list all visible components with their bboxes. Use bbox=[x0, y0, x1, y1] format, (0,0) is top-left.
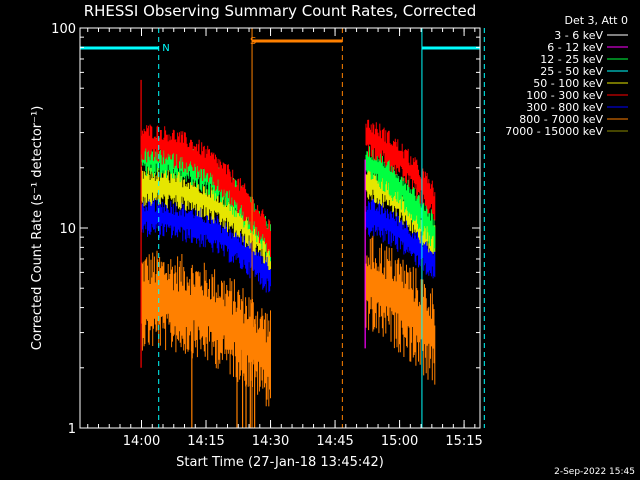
plot-area: NS bbox=[79, 28, 485, 428]
series-800-7000-kev-seg1 bbox=[141, 250, 271, 407]
y-axis-label: Corrected Count Rate (s⁻¹ detector⁻¹) bbox=[30, 106, 45, 351]
annotation-n: N bbox=[162, 43, 169, 54]
axes: 1 10 100 14:00 14:15 14:30 14:45 15:00 15:15 bbox=[51, 22, 483, 449]
x-tick-label: 14:45 bbox=[316, 434, 353, 449]
series-100-300-kev-seg2 bbox=[365, 119, 436, 221]
legend-label: 3 - 6 keV bbox=[554, 29, 603, 42]
timestamp: 2-Sep-2022 15:45 bbox=[554, 467, 635, 477]
legend-label: 7000 - 15000 keV bbox=[505, 125, 603, 138]
y-tick-label: 100 bbox=[51, 22, 76, 37]
legend-label: 25 - 50 keV bbox=[540, 65, 603, 78]
x-tick-label: 14:00 bbox=[123, 434, 160, 449]
y-tick-label: 10 bbox=[59, 222, 76, 237]
series-800-7000-kev-path-seg2 bbox=[365, 235, 436, 385]
series-800-7000-kev-seg2 bbox=[365, 235, 436, 385]
series-12-25-kev-seg2 bbox=[365, 146, 436, 252]
series-800-7000-kev-path-seg1 bbox=[141, 250, 271, 407]
series-12-25-kev-path-seg2 bbox=[365, 146, 436, 252]
x-tick-label: 14:15 bbox=[187, 434, 224, 449]
x-tick-label: 15:00 bbox=[381, 434, 418, 449]
series-100-300-kev-path-seg2 bbox=[365, 119, 436, 221]
legend-label: 100 - 300 keV bbox=[526, 89, 603, 102]
x-axis-label: Start Time (27-Jan-18 13:45:42) bbox=[176, 455, 384, 470]
legend-label: 12 - 25 keV bbox=[540, 53, 603, 66]
legend-header: Det 3, Att 0 bbox=[565, 14, 629, 27]
legend-label: 300 - 800 keV bbox=[526, 101, 603, 114]
series-300-800-kev-path-seg2 bbox=[365, 198, 436, 279]
legend-label: 50 - 100 keV bbox=[533, 77, 603, 90]
annotation-s: S bbox=[250, 36, 256, 47]
y-tick-label: 1 bbox=[68, 422, 76, 437]
x-tick-label: 15:15 bbox=[445, 434, 482, 449]
legend-label: 6 - 12 keV bbox=[547, 41, 603, 54]
chart-title: RHESSI Observing Summary Count Rates, Co… bbox=[84, 2, 477, 20]
legend-label: 800 - 7000 keV bbox=[519, 113, 603, 126]
series-800-7000-kev-spikes bbox=[191, 319, 256, 428]
x-tick-label: 14:30 bbox=[252, 434, 289, 449]
series-300-800-kev-seg2 bbox=[365, 198, 436, 279]
